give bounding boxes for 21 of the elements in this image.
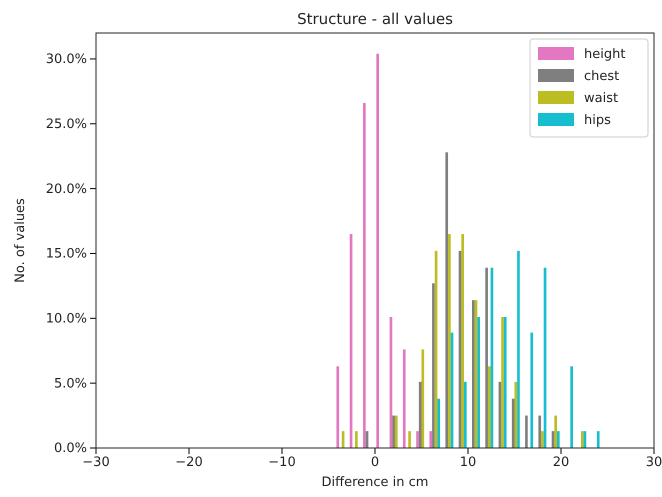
chart-title: Structure - all values — [297, 10, 454, 28]
x-tick-label: −10 — [268, 455, 296, 470]
x-tick-label: 30 — [646, 455, 662, 470]
x-tick-label: −30 — [82, 455, 110, 470]
x-tick-label: −20 — [175, 455, 203, 470]
x-tick-label: 0 — [370, 455, 380, 470]
y-tick-label: 5.0% — [54, 376, 87, 392]
y-tick-label: 10.0% — [46, 311, 87, 326]
x-tick-label: 20 — [552, 455, 570, 470]
y-tick-label: 0.0% — [54, 441, 87, 456]
x-axis-title: Difference in cm — [322, 475, 428, 490]
legend-label: height — [584, 47, 626, 62]
y-tick-label: 20.0% — [46, 182, 87, 197]
legend-label: waist — [584, 91, 618, 106]
x-tick-label: 10 — [460, 455, 476, 470]
y-tick-label: 25.0% — [46, 116, 87, 132]
legend-label: chest — [584, 69, 620, 84]
y-tick-label: 15.0% — [46, 246, 87, 262]
y-tick-label: 30.0% — [46, 52, 87, 68]
y-axis-title: No. of values — [13, 198, 28, 283]
legend-label: hips — [584, 113, 612, 128]
